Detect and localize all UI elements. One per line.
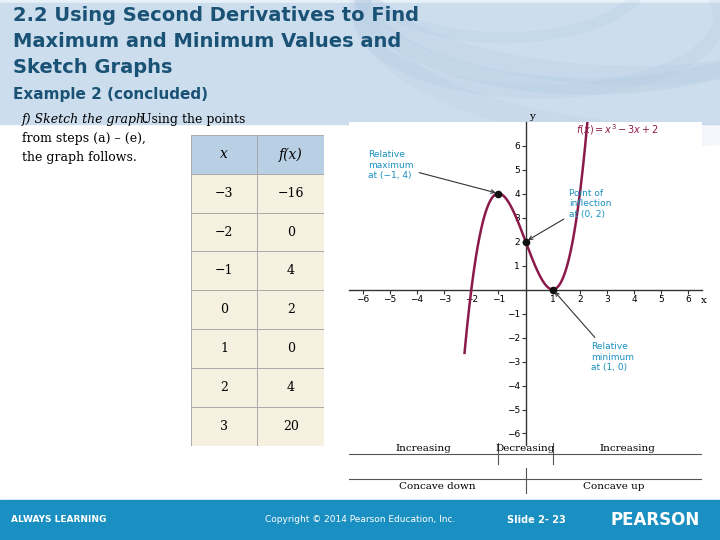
Text: 4: 4 bbox=[287, 265, 294, 278]
Text: x: x bbox=[701, 296, 706, 305]
Text: x: x bbox=[220, 147, 228, 161]
Text: −3: −3 bbox=[215, 187, 233, 200]
Text: ALWAYS LEARNING: ALWAYS LEARNING bbox=[11, 515, 106, 524]
Text: PEARSON: PEARSON bbox=[611, 511, 700, 529]
Text: Decreasing: Decreasing bbox=[496, 444, 555, 454]
Bar bbox=[191, 135, 258, 174]
Text: Using the points: Using the points bbox=[133, 113, 246, 126]
Bar bbox=[0, 500, 720, 540]
Text: Relative
minimum
at (1, 0): Relative minimum at (1, 0) bbox=[555, 293, 634, 372]
Bar bbox=[191, 213, 258, 252]
Text: 3: 3 bbox=[220, 420, 228, 433]
Text: 0: 0 bbox=[287, 342, 294, 355]
Bar bbox=[191, 407, 258, 446]
Text: Copyright © 2014 Pearson Education, Inc.: Copyright © 2014 Pearson Education, Inc. bbox=[265, 515, 455, 524]
Bar bbox=[0, 43, 720, 500]
Bar bbox=[258, 252, 324, 291]
Text: 2: 2 bbox=[220, 381, 228, 394]
Text: Concave down: Concave down bbox=[399, 482, 476, 491]
Text: the graph follows.: the graph follows. bbox=[22, 151, 136, 164]
Bar bbox=[258, 135, 324, 174]
Text: from steps (a) – (e),: from steps (a) – (e), bbox=[22, 132, 145, 145]
Bar bbox=[258, 213, 324, 252]
Text: −16: −16 bbox=[277, 187, 304, 200]
Text: 0: 0 bbox=[287, 226, 294, 239]
Bar bbox=[258, 368, 324, 407]
Text: Increasing: Increasing bbox=[600, 444, 655, 454]
Text: $f(x) = x^3 - 3x + 2$: $f(x) = x^3 - 3x + 2$ bbox=[576, 122, 659, 137]
Text: Slide 2- 23: Slide 2- 23 bbox=[507, 515, 566, 525]
Text: 2.2 Using Second Derivatives to Find: 2.2 Using Second Derivatives to Find bbox=[13, 6, 419, 25]
Text: −2: −2 bbox=[215, 226, 233, 239]
Bar bbox=[191, 329, 258, 368]
Bar bbox=[258, 174, 324, 213]
Bar bbox=[191, 291, 258, 329]
Bar bbox=[191, 174, 258, 213]
Text: f) Sketch the graph.: f) Sketch the graph. bbox=[22, 113, 148, 126]
Text: 2: 2 bbox=[287, 303, 294, 316]
Text: 0: 0 bbox=[220, 303, 228, 316]
Text: −1: −1 bbox=[215, 265, 233, 278]
Text: 4: 4 bbox=[287, 381, 294, 394]
Bar bbox=[191, 368, 258, 407]
Text: Point of
inflection
at (0, 2): Point of inflection at (0, 2) bbox=[529, 188, 611, 239]
Text: 20: 20 bbox=[283, 420, 299, 433]
Text: Maximum and Minimum Values and: Maximum and Minimum Values and bbox=[13, 32, 401, 51]
Bar bbox=[258, 291, 324, 329]
Text: Example 2 (concluded): Example 2 (concluded) bbox=[13, 87, 208, 103]
Text: Increasing: Increasing bbox=[396, 444, 451, 454]
Bar bbox=[258, 407, 324, 446]
Text: f(x): f(x) bbox=[279, 147, 302, 161]
Bar bbox=[258, 329, 324, 368]
Text: y: y bbox=[529, 112, 536, 121]
Bar bbox=[0, 3, 720, 124]
Text: Concave up: Concave up bbox=[583, 482, 644, 491]
Text: 1: 1 bbox=[220, 342, 228, 355]
Bar bbox=[191, 252, 258, 291]
Text: Sketch Graphs: Sketch Graphs bbox=[13, 58, 173, 77]
Text: Relative
maximum
at (−1, 4): Relative maximum at (−1, 4) bbox=[368, 150, 495, 193]
